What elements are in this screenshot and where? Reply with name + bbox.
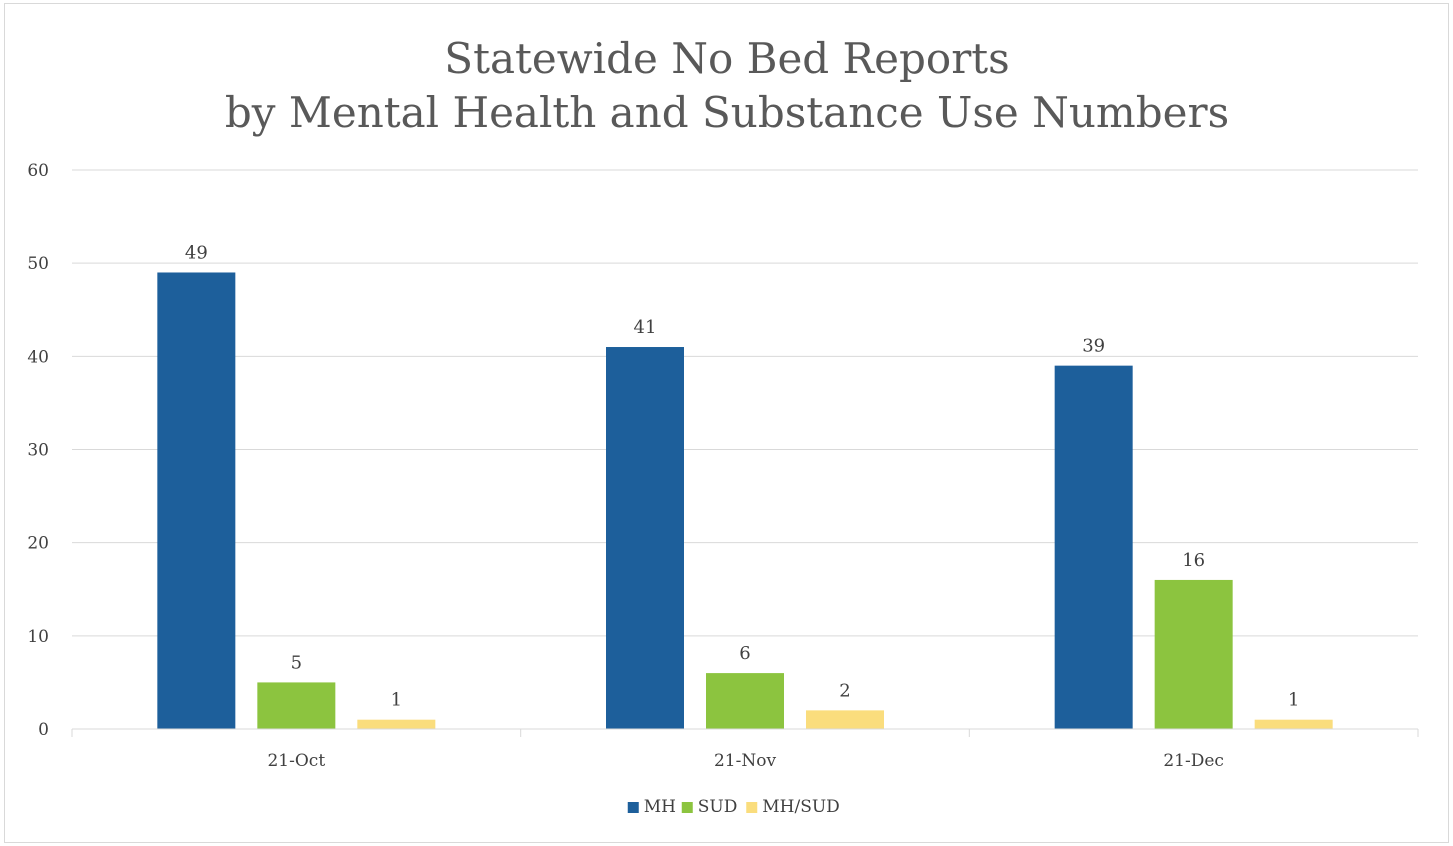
data-label: 2 — [839, 680, 850, 701]
data-label: 1 — [391, 690, 402, 711]
bar-mh-sud-21-dec — [1254, 719, 1333, 729]
data-label: 16 — [1182, 550, 1205, 571]
x-tick-label: 21-Nov — [714, 751, 776, 771]
bar-sud-21-nov — [706, 673, 784, 729]
x-tick-label: 21-Dec — [1163, 751, 1224, 771]
legend-swatch — [681, 802, 693, 813]
bar-sud-21-oct — [257, 682, 336, 729]
legend-label: MH — [644, 797, 676, 817]
data-label: 41 — [634, 317, 657, 338]
x-axis: 21-Oct 21-Nov 21-Dec — [71, 728, 1419, 771]
legend-swatch — [746, 802, 758, 813]
legend-item-mh: MH — [627, 797, 676, 817]
data-label: 6 — [739, 643, 750, 664]
y-axis-ticks: 0 10 20 30 40 50 60 — [27, 161, 49, 740]
legend-label: SUD — [698, 797, 738, 817]
y-tick-label: 40 — [27, 347, 49, 367]
data-label: 5 — [291, 652, 302, 673]
y-tick-label: 30 — [27, 441, 49, 461]
bar-mh-21-nov — [606, 347, 684, 729]
bar-mh-21-dec — [1054, 365, 1133, 729]
legend-label: MH/SUD — [762, 797, 840, 817]
y-tick-label: 20 — [27, 534, 49, 554]
gridlines — [72, 169, 1418, 637]
bar-sud-21-dec — [1154, 579, 1233, 729]
legend-item-mh-sud: MH/SUD — [746, 797, 840, 817]
legend-item-sud: SUD — [681, 797, 738, 817]
y-tick-label: 60 — [27, 161, 49, 181]
bar-mh-sud-21-nov — [806, 710, 884, 729]
data-label: 1 — [1288, 690, 1299, 711]
legend-swatch — [627, 802, 639, 813]
chart-title-line-1: Statewide No Bed Reports — [444, 34, 1009, 83]
legend: MH SUD MH/SUD — [627, 797, 840, 817]
bar-mh-21-oct — [157, 272, 236, 729]
data-label: 39 — [1082, 336, 1105, 357]
y-tick-label: 0 — [38, 720, 49, 740]
x-tick-label: 21-Oct — [267, 751, 325, 771]
data-label: 49 — [185, 242, 208, 263]
y-tick-label: 50 — [27, 254, 49, 274]
chart-title: Statewide No Bed Reports by Mental Healt… — [225, 34, 1229, 137]
bars — [157, 272, 1333, 729]
chart-title-line-2: by Mental Health and Substance Use Numbe… — [225, 88, 1229, 137]
bar-mh-sud-21-oct — [357, 719, 436, 729]
y-tick-label: 10 — [27, 627, 49, 647]
